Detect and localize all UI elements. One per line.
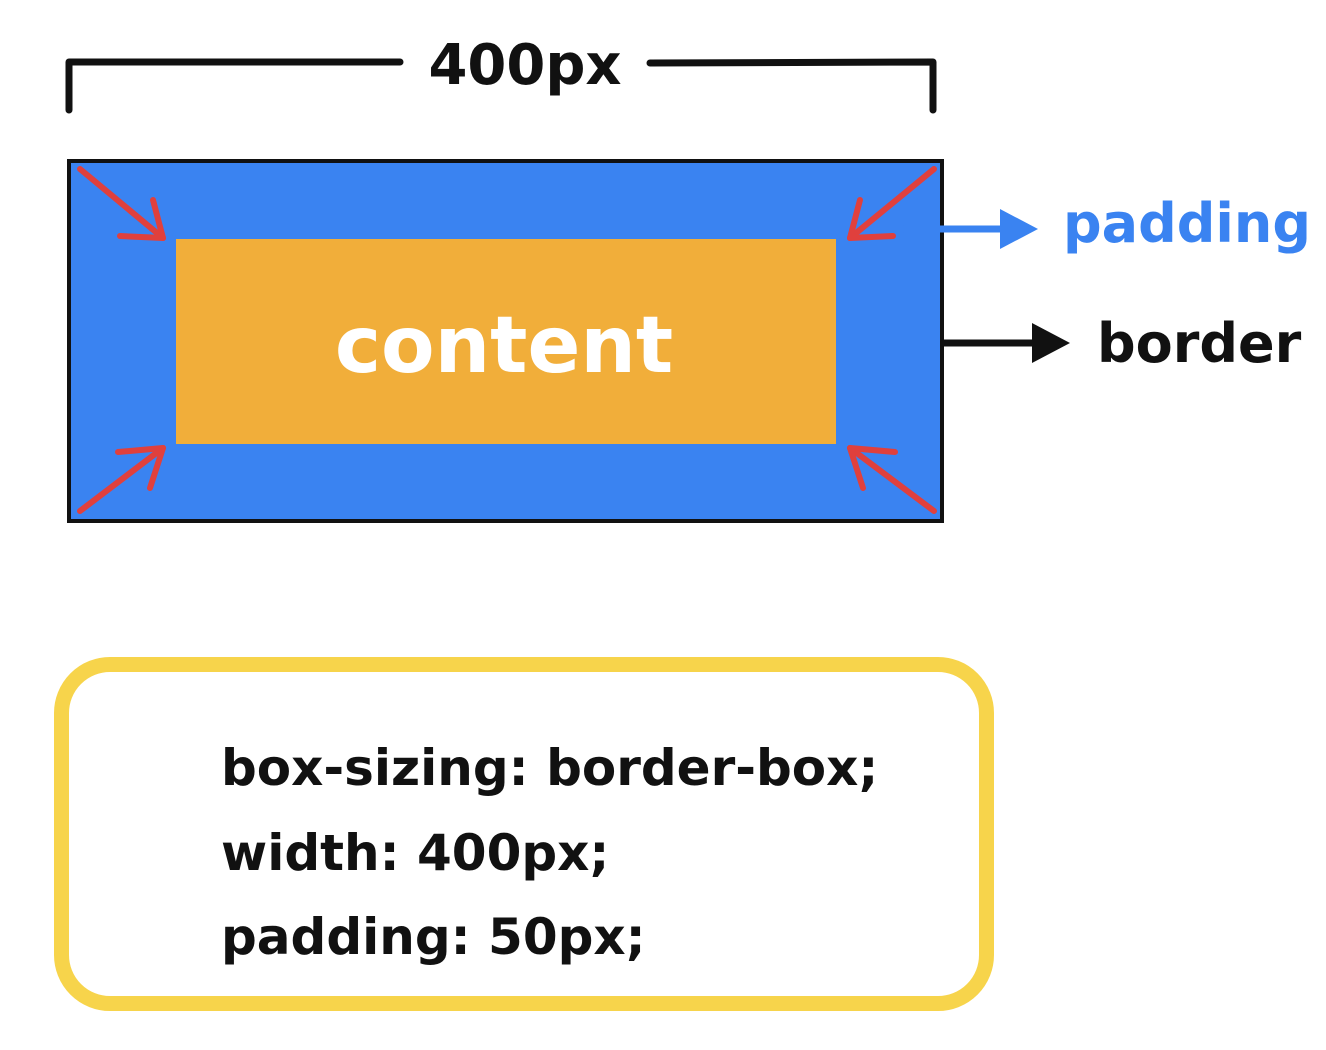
padding-callout-arrow-icon <box>901 209 1038 249</box>
code-line-width: width: 400px; <box>221 824 610 882</box>
width-dimension-label: 400px <box>428 33 621 98</box>
top-right-arrow-icon <box>847 166 937 241</box>
bracket-right-segment <box>646 58 937 114</box>
bottom-left-arrow-icon <box>77 445 166 514</box>
top-left-arrow-icon <box>77 166 166 241</box>
bottom-right-arrow-icon <box>847 445 937 514</box>
content-label: content <box>335 301 673 391</box>
bracket-left-segment <box>65 58 404 114</box>
width-dimension-bracket <box>65 58 937 114</box>
border-label: border <box>1097 312 1302 375</box>
css-code-box: box-sizing: border-box; width: 400px; pa… <box>54 657 994 1011</box>
content-area <box>176 239 836 444</box>
code-line-box-sizing: box-sizing: border-box; <box>221 739 879 797</box>
code-line-padding: padding: 50px; <box>221 908 646 966</box>
border-callout-arrow-icon <box>940 323 1070 363</box>
padding-label: padding <box>1063 192 1311 255</box>
corner-arrows <box>77 166 937 514</box>
